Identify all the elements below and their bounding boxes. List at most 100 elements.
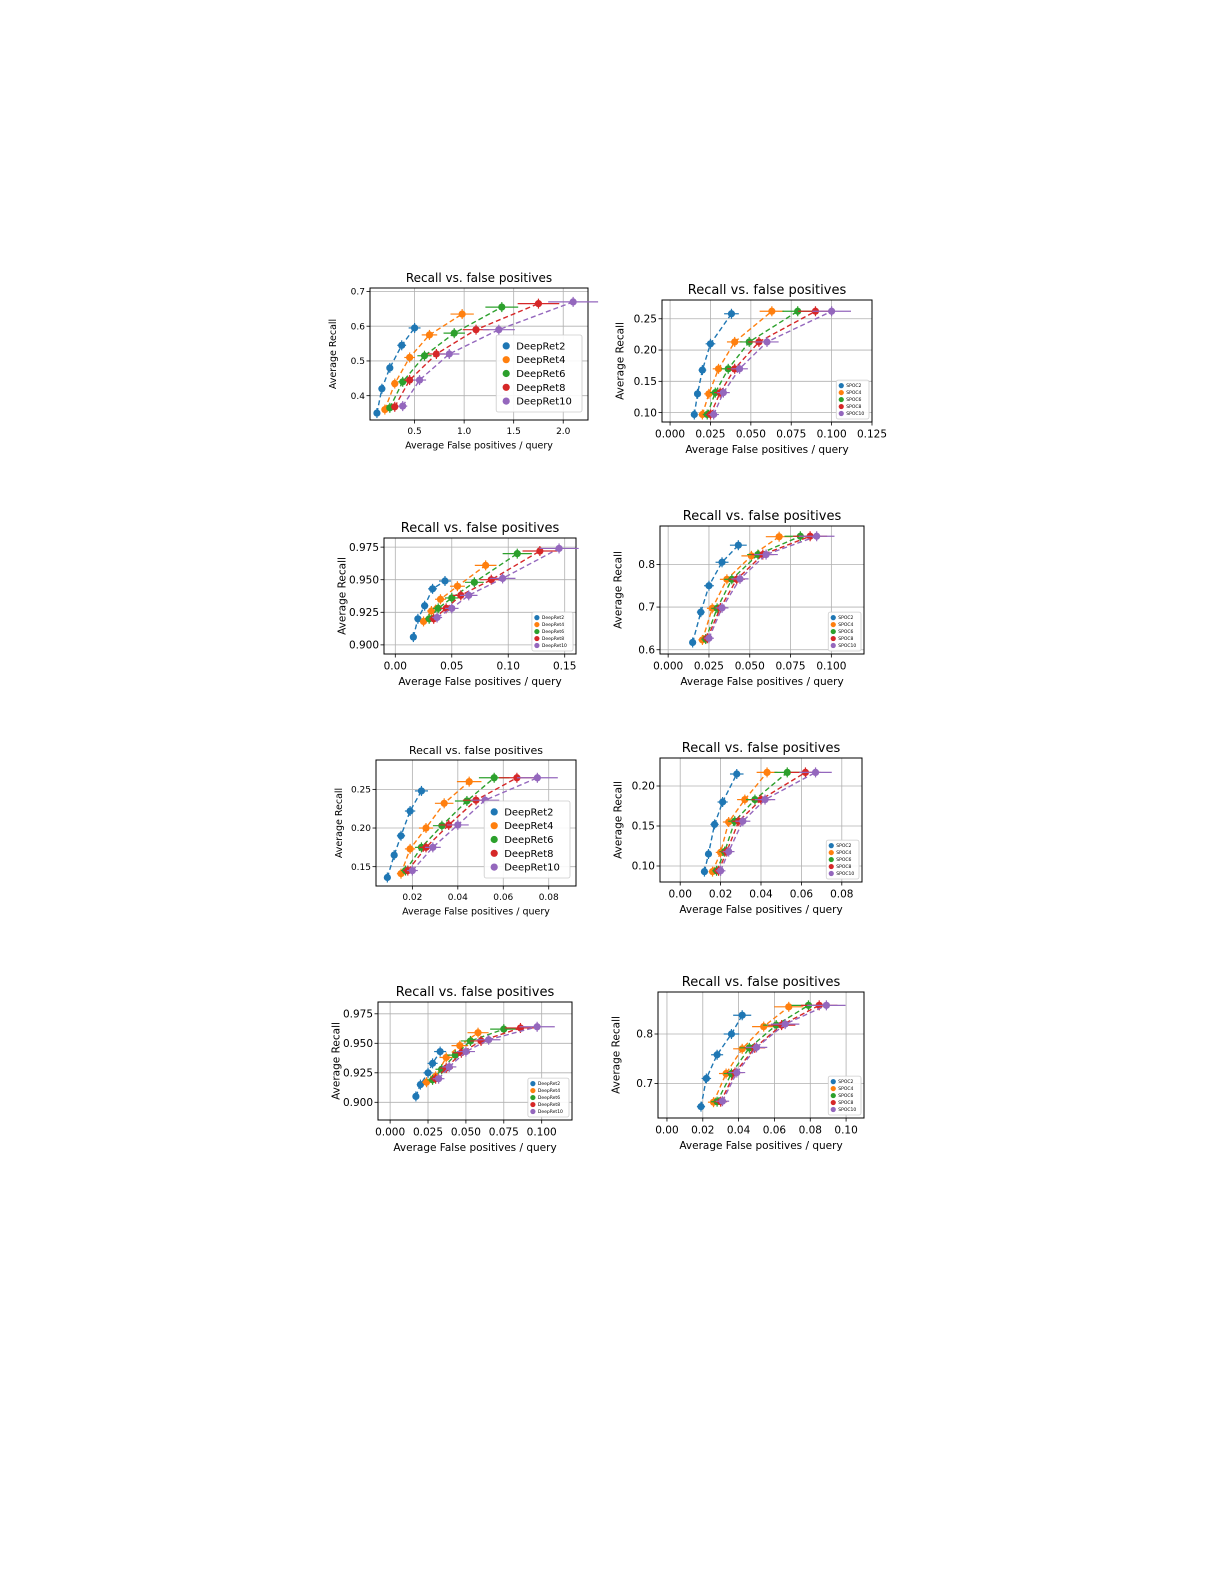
data-point: [693, 390, 702, 398]
data-point: [760, 1022, 768, 1031]
series-deepret10: [398, 296, 599, 412]
legend-marker: [838, 389, 844, 396]
data-point: [445, 350, 453, 358]
y-tick-label: 0.975: [343, 1008, 373, 1020]
legend-label: DeepRet2: [516, 341, 565, 352]
data-point: [736, 575, 744, 583]
series-line: [693, 313, 733, 415]
data-point: [378, 385, 386, 393]
data-point: [417, 787, 426, 795]
data-point: [569, 298, 577, 306]
data-point: [453, 582, 462, 590]
chart-svg: 0.000 0.025 0.050 0.075 0.100 0.900 0.925 0.950…: [331, 985, 573, 1154]
x-tick-label: 0.15: [553, 661, 576, 673]
x-tick-label: 0.08: [539, 893, 559, 903]
legend-marker: [828, 843, 834, 849]
legend-marker: [490, 863, 498, 871]
data-point: [397, 832, 405, 840]
legend-marker: [534, 628, 540, 635]
x-tick-label: 0.04: [727, 1125, 751, 1137]
series-line: [719, 771, 816, 872]
data-point: [828, 307, 836, 315]
data-point: [738, 1045, 746, 1053]
data-point: [409, 633, 417, 641]
chart-svg: 0.5 1.0 1.5 2.0 0.4 0.5 0.6 0.7 Recall vs. false…: [328, 271, 599, 452]
data-point: [781, 1020, 789, 1028]
y-tick-label: 0.10: [632, 861, 655, 873]
legend-marker: [502, 356, 510, 364]
chart-title: Recall vs. false positives: [396, 985, 555, 1000]
x-tick-label: 0.000: [655, 429, 685, 441]
chart-svg: 0.02 0.04 0.06 0.08 0.15 0.20 0.25 Recall vs. f…: [334, 744, 577, 918]
series-deepret8: [391, 298, 560, 412]
legend-label: DeepRet2: [542, 615, 564, 621]
series-spoc2: [690, 308, 739, 420]
data-point: [440, 799, 448, 807]
data-point: [422, 824, 430, 832]
chart-title: Recall vs. false positives: [401, 521, 560, 536]
data-point: [406, 353, 414, 362]
legend-marker: [838, 383, 844, 389]
data-point: [706, 340, 715, 348]
y-tick-label: 0.925: [343, 1067, 373, 1079]
data-point: [434, 604, 442, 612]
legend-marker: [502, 383, 510, 391]
data-point: [425, 331, 434, 339]
data-point: [697, 1103, 705, 1111]
data-point: [429, 843, 437, 851]
y-tick-label: 0.15: [351, 863, 371, 873]
legend-marker: [530, 1081, 536, 1087]
series-line: [389, 306, 503, 409]
legend-label: SPOC6: [836, 857, 851, 863]
legend-label: SPOC6: [838, 629, 853, 635]
data-point: [462, 1047, 470, 1056]
series-line: [428, 553, 518, 620]
data-point: [383, 873, 391, 882]
data-point: [495, 326, 503, 334]
series-deepret2: [409, 576, 451, 643]
data-point: [689, 638, 697, 647]
series-line: [436, 547, 560, 619]
legend-label: DeepRet4: [538, 1088, 560, 1094]
x-tick-label: 0.02: [402, 893, 422, 903]
y-tick-label: 0.20: [634, 345, 657, 357]
legend-marker: [830, 1079, 836, 1085]
series-spoc6: [701, 531, 817, 645]
data-point: [705, 582, 713, 590]
legend-label: SPOC6: [838, 1093, 853, 1099]
x-tick-label: 0.06: [763, 1125, 787, 1137]
data-point: [458, 310, 466, 318]
x-tick-label: 0.5: [407, 427, 421, 437]
y-tick-label: 0.7: [636, 1078, 653, 1090]
legend-label: DeepRet6: [538, 1095, 560, 1101]
x-tick-label: 0.08: [830, 889, 853, 901]
data-point: [456, 1042, 464, 1050]
data-point: [433, 613, 441, 622]
data-point: [725, 818, 733, 826]
y-tick-label: 0.15: [632, 821, 655, 833]
data-point: [719, 388, 727, 397]
chart-title: Recall vs. false positives: [688, 283, 847, 298]
legend-label: SPOC2: [838, 1079, 853, 1085]
legend-marker: [530, 1108, 536, 1115]
legend-label: DeepRet10: [504, 863, 560, 874]
data-point: [408, 866, 416, 875]
x-tick-label: 0.075: [776, 429, 806, 441]
legend-label: DeepRet6: [516, 369, 565, 380]
data-point: [738, 1011, 746, 1019]
data-point: [414, 615, 422, 623]
legend-marker: [828, 856, 834, 863]
chart-deepret-2: 0.00 0.05 0.10 0.15 0.900 0.925 0.950 0.975 Reca…: [326, 512, 598, 694]
y-axis-label: Average Recall: [328, 319, 339, 389]
legend-label: SPOC2: [836, 843, 851, 849]
data-point: [490, 774, 498, 782]
plot-frame: [661, 299, 873, 423]
legend-marker: [490, 822, 498, 830]
x-tick-label: 0.000: [653, 661, 683, 673]
data-point: [710, 410, 718, 419]
data-point: [465, 778, 473, 786]
data-point: [428, 585, 437, 593]
x-tick-label: 0.00: [384, 661, 407, 673]
legend-label: SPOC4: [838, 622, 853, 628]
